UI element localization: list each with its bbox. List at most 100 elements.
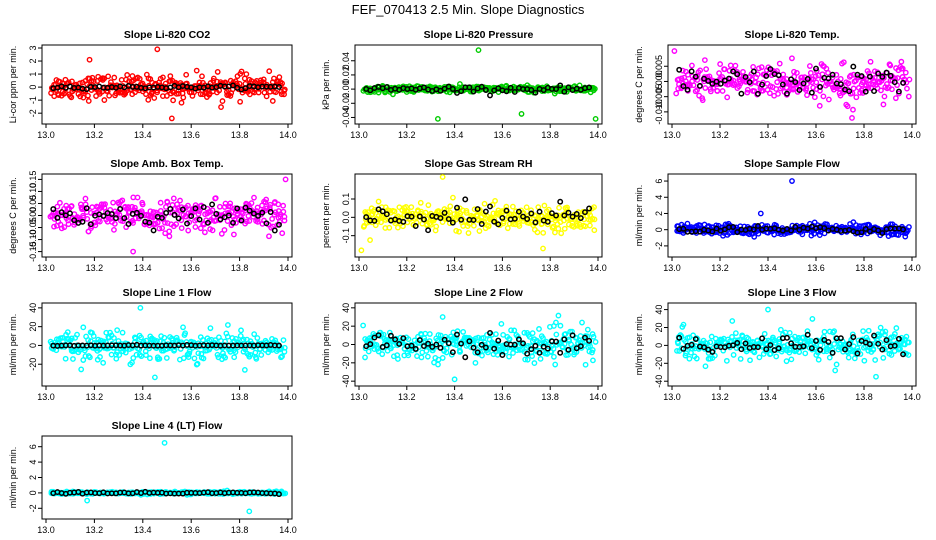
data-point — [845, 80, 852, 87]
data-point — [254, 204, 261, 211]
data-point — [106, 92, 113, 99]
data-point — [541, 202, 548, 209]
period-point — [175, 215, 182, 222]
x-tick-label: 14.0 — [279, 263, 297, 273]
data-point — [504, 225, 511, 232]
y-axis-label: ml/min per min. — [321, 314, 331, 376]
period-point — [709, 348, 716, 355]
data-point — [147, 355, 153, 362]
data-point — [358, 247, 365, 254]
data-point — [77, 93, 84, 100]
chart-panel: Slope Amb. Box Temp. 13.0 13.2 13.4 13.6 13.8… — [8, 158, 297, 273]
data-point — [151, 95, 158, 101]
data-point — [721, 66, 728, 73]
data-point — [903, 79, 910, 86]
data-point — [254, 335, 261, 341]
y-tick-label: 0 — [28, 343, 38, 348]
data-point — [246, 91, 253, 98]
data-point — [540, 335, 546, 341]
data-point — [241, 366, 248, 373]
data-point — [510, 350, 516, 356]
period-point — [577, 215, 584, 221]
data-point — [280, 337, 287, 343]
data-point — [425, 202, 432, 209]
data-point — [556, 204, 562, 211]
data-point — [516, 347, 523, 353]
data-point — [101, 97, 108, 103]
data-point — [804, 328, 811, 335]
period-point — [238, 217, 245, 224]
data-point — [521, 329, 528, 336]
period-point — [412, 223, 419, 229]
data-point — [816, 232, 823, 238]
plot-frame — [354, 173, 603, 258]
data-point — [145, 96, 152, 103]
data-point — [405, 336, 412, 343]
data-point — [374, 218, 381, 225]
x-tick-label: 13.8 — [541, 392, 559, 402]
period-point — [371, 217, 378, 224]
period-point — [234, 205, 241, 212]
x-tick-label: 13.8 — [231, 525, 249, 535]
y-tick-label: 0 — [341, 342, 351, 347]
data-point — [164, 199, 171, 206]
period-point — [730, 224, 737, 230]
data-point — [859, 90, 866, 96]
data-point — [227, 200, 234, 207]
data-point — [121, 91, 127, 98]
period-point — [684, 86, 691, 93]
data-point — [243, 71, 250, 78]
data-point — [582, 361, 589, 368]
x-tick-label: 13.0 — [663, 130, 681, 140]
data-point — [279, 80, 285, 87]
period-point — [184, 220, 190, 227]
data-point — [867, 58, 874, 65]
period-point — [871, 332, 877, 339]
period-point — [429, 343, 436, 350]
period-point — [515, 336, 522, 343]
y-axis-label: degrees C per min. — [8, 177, 18, 254]
period-point — [445, 340, 452, 347]
data-point — [490, 210, 497, 217]
data-point — [747, 357, 753, 364]
period-point — [416, 337, 423, 344]
data-point — [699, 97, 706, 104]
data-point — [767, 350, 774, 357]
data-point — [451, 211, 458, 218]
data-point — [811, 230, 818, 237]
data-point — [849, 115, 855, 121]
period-point — [259, 209, 266, 216]
data-point — [876, 332, 883, 339]
data-point — [97, 354, 103, 360]
x-tick-label: 13.2 — [398, 392, 416, 402]
data-point — [263, 205, 270, 212]
data-point — [690, 82, 697, 89]
y-tick-label: -0.04 — [341, 107, 351, 128]
data-point — [180, 94, 187, 101]
data-point — [893, 325, 900, 331]
data-point — [526, 333, 533, 340]
data-point — [673, 90, 680, 97]
y-tick-label: 0 — [28, 490, 38, 495]
data-point — [865, 327, 872, 334]
period-point — [561, 88, 568, 95]
period-point — [565, 84, 572, 91]
period-point — [462, 196, 469, 203]
data-point — [891, 331, 898, 337]
data-point — [120, 348, 126, 355]
data-point — [849, 331, 856, 338]
data-point — [111, 335, 117, 341]
data-point — [553, 331, 560, 338]
data-point — [388, 345, 394, 352]
y-tick-label: 2 — [28, 475, 38, 480]
data-point — [422, 330, 429, 337]
period-point — [458, 216, 465, 223]
period-point — [676, 66, 683, 73]
x-tick-label: 13.6 — [494, 130, 512, 140]
data-point — [540, 245, 546, 252]
data-point — [552, 229, 558, 236]
y-axis-label: kPa per min. — [321, 59, 331, 110]
data-point — [65, 221, 72, 228]
y-tick-label: 0.00 — [341, 80, 351, 98]
data-point — [362, 354, 368, 361]
